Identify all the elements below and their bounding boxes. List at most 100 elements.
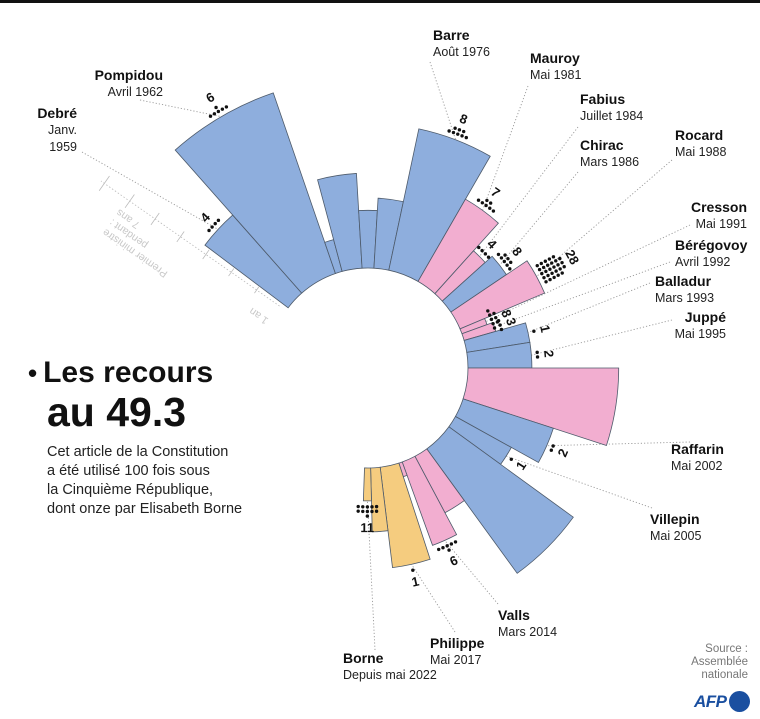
pm-name: Balladur (655, 273, 712, 289)
pm-name: Barre (433, 27, 470, 43)
use-dot (216, 218, 221, 223)
description-line: a été utilisé 100 fois sous (47, 463, 210, 479)
use-count-label: 11 (360, 520, 374, 535)
wedge (462, 367, 620, 446)
use-count-label: 2 (541, 350, 557, 358)
use-dot (509, 260, 513, 265)
use-dot (558, 256, 562, 261)
use-dot (453, 126, 457, 130)
use-dot (505, 263, 509, 267)
use-dot (216, 109, 221, 114)
top-rule (0, 0, 760, 3)
use-count-label: 4 (197, 209, 213, 225)
use-dot (556, 273, 560, 277)
use-dot (488, 313, 492, 317)
leader-line (546, 441, 691, 447)
use-dot (449, 542, 454, 546)
use-dot (508, 267, 512, 271)
radial-axis-tick (228, 268, 235, 277)
use-dot (486, 255, 491, 259)
use-dot (535, 355, 540, 359)
wedge-mauroy (417, 198, 499, 295)
leader-line (81, 151, 219, 230)
use-dot (451, 130, 456, 135)
use-dot (552, 265, 556, 269)
use-dot (461, 129, 466, 134)
use-dot (212, 112, 217, 116)
use-dot (550, 271, 554, 275)
pm-name: Mauroy (530, 50, 580, 66)
use-dot (552, 275, 556, 280)
leader-line (411, 564, 456, 633)
use-dot (483, 252, 488, 256)
wedge-rocard (450, 260, 546, 330)
pm-date: Mai 1995 (675, 327, 726, 341)
leader-lines (81, 61, 691, 651)
use-dot (374, 509, 379, 513)
use-dot (558, 267, 562, 271)
use-dot (210, 225, 214, 229)
use-dot (208, 114, 213, 118)
use-dot (550, 261, 554, 265)
use-dot (365, 509, 370, 514)
wedge (317, 173, 363, 272)
description-line: Cet article de la Constitution (47, 444, 229, 460)
title-bullet: • (28, 358, 38, 388)
use-dot (539, 261, 544, 266)
source-line: Assemblée (691, 656, 748, 668)
pm-name: Fabius (580, 91, 625, 107)
wedge-raffarin (454, 398, 554, 464)
pm-name: Debré (37, 105, 77, 121)
use-dot (356, 504, 360, 509)
use-dot (502, 259, 507, 264)
use-count-label: 1 (410, 573, 420, 589)
use-dot (503, 253, 507, 257)
leader-line (485, 224, 691, 322)
use-dot (486, 309, 490, 313)
use-dot (488, 201, 493, 205)
use-count-label: 8 (458, 111, 470, 128)
pm-date: Mai 2017 (430, 653, 481, 667)
pm-name: Villepin (650, 511, 700, 527)
use-dot (480, 248, 484, 253)
description-line: la Cinquième République, (47, 482, 214, 498)
use-dot (498, 323, 502, 327)
wedge-valls (401, 455, 458, 546)
use-count-label: 1 (513, 458, 530, 472)
wedge-barre (388, 128, 491, 282)
use-dot (361, 505, 365, 509)
pm-date: Avril 1992 (675, 255, 730, 269)
use-dot (506, 256, 510, 261)
leader-line (479, 126, 579, 257)
use-dot (370, 509, 374, 514)
use-dot (551, 255, 556, 259)
use-dot (437, 547, 441, 552)
leader-line (429, 61, 457, 140)
use-dot (544, 269, 548, 274)
use-dot (535, 350, 539, 355)
leader-line (139, 99, 222, 118)
wedge-philippe (379, 462, 431, 569)
use-dot (370, 505, 374, 509)
use-dot (460, 134, 464, 138)
radial-axis-tick (98, 175, 110, 191)
use-dot (491, 321, 495, 326)
title-line1: Les recours (43, 356, 214, 389)
leader-line (536, 159, 673, 277)
use-dot (224, 105, 229, 109)
pm-date: 1959 (49, 140, 77, 154)
use-dot (365, 505, 370, 509)
pm-name: Bérégovoy (675, 237, 748, 253)
use-count-label: 1 (537, 324, 553, 334)
use-dot (447, 129, 451, 133)
pm-date: Mai 1981 (530, 68, 581, 82)
use-dot (457, 128, 462, 132)
use-dot (535, 263, 539, 268)
pm-name: Philippe (430, 635, 485, 651)
use-dot (545, 263, 550, 267)
pm-date: Août 1976 (433, 45, 490, 59)
radial-axis-tick (254, 286, 260, 294)
use-count-label: 6 (447, 552, 460, 569)
use-dot (554, 269, 558, 273)
pm-name: Chirac (580, 137, 624, 153)
